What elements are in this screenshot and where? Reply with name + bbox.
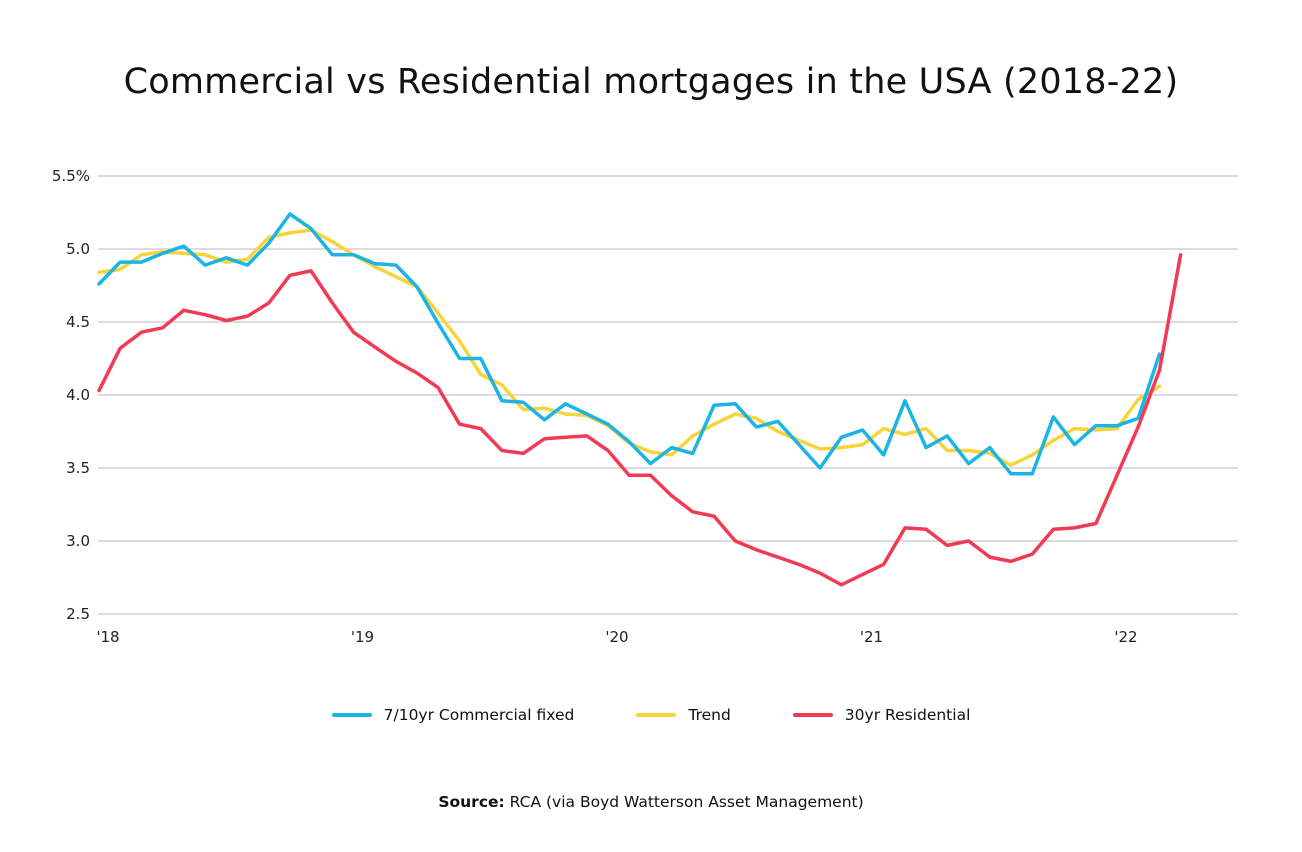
chart-title: Commercial vs Residential mortgages in t… bbox=[123, 62, 1179, 102]
source-note: Source: RCA (via Boyd Watterson Asset Ma… bbox=[0, 793, 1302, 811]
series-line-7-10yr-commercial-fixed bbox=[97, 212, 1162, 476]
legend-item-residential: 30yr Residential bbox=[792, 706, 971, 724]
y-tick-label: 4.5 bbox=[66, 313, 90, 331]
legend-label-commercial: 7/10yr Commercial fixed bbox=[383, 706, 575, 724]
legend-label-residential: 30yr Residential bbox=[844, 706, 971, 724]
y-tick-label: 4.0 bbox=[66, 386, 90, 404]
legend-item-commercial: 7/10yr Commercial fixed bbox=[331, 706, 575, 724]
x-axis-ticks: '18 '19 '20 '21 '22 bbox=[96, 628, 1137, 646]
legend-swatch-residential bbox=[792, 713, 833, 717]
series-line-30yr-residential bbox=[97, 253, 1183, 587]
legend: 7/10yr Commercial fixed Trend 30yr Resid… bbox=[0, 706, 1302, 724]
y-tick-label: 2.5 bbox=[66, 605, 90, 623]
series-lines bbox=[97, 212, 1183, 587]
x-tick-label: '22 bbox=[1114, 628, 1137, 646]
y-tick-label: 3.0 bbox=[66, 532, 90, 550]
x-tick-label: '21 bbox=[860, 628, 883, 646]
y-tick-label: 5.0 bbox=[66, 240, 90, 258]
y-tick-label: 5.5% bbox=[52, 167, 90, 185]
y-tick-label: 3.5 bbox=[66, 459, 90, 477]
legend-label-trend: Trend bbox=[688, 706, 731, 724]
series-line-trend bbox=[97, 228, 1162, 467]
legend-item-trend: Trend bbox=[636, 706, 731, 724]
y-axis-ticks: 5.5% 5.0 4.5 4.0 3.5 3.0 2.5 bbox=[52, 167, 90, 623]
x-tick-label: '20 bbox=[605, 628, 628, 646]
legend-swatch-commercial bbox=[331, 713, 372, 717]
source-label: Source: bbox=[438, 793, 505, 811]
gridlines bbox=[98, 175, 1238, 615]
x-tick-label: '19 bbox=[351, 628, 374, 646]
legend-swatch-trend bbox=[636, 713, 677, 717]
source-text: RCA (via Boyd Watterson Asset Management… bbox=[509, 793, 864, 811]
x-tick-label: '18 bbox=[96, 628, 119, 646]
